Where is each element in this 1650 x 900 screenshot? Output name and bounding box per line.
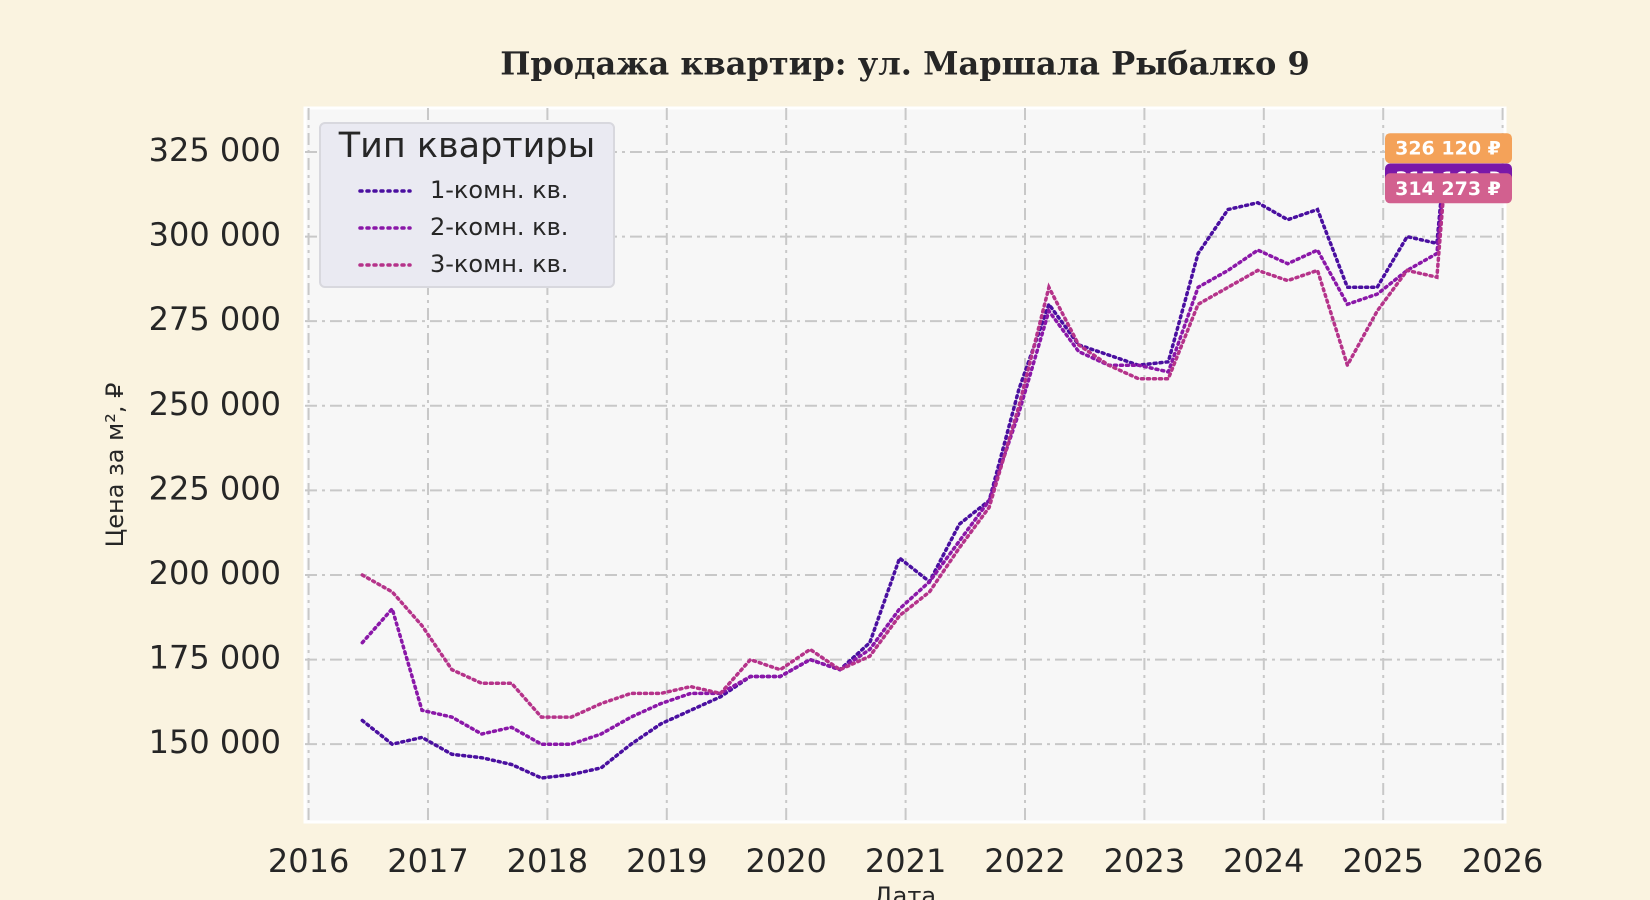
- x-tick-label: 2021: [865, 842, 946, 880]
- y-tick-label: 175 000: [149, 639, 281, 677]
- y-tick-label: 200 000: [149, 554, 281, 592]
- y-tick-label: 275 000: [149, 300, 281, 338]
- y-tick-label: 250 000: [149, 385, 281, 423]
- y-tick-label: 150 000: [149, 723, 281, 761]
- y-tick-label: 325 000: [149, 131, 281, 169]
- x-tick-label: 2017: [387, 842, 468, 880]
- legend-label: 3-комн. кв.: [430, 250, 568, 278]
- annotation-label: 314 273 ₽: [1395, 178, 1501, 200]
- legend-title: Тип квартиры: [338, 126, 596, 166]
- x-tick-label: 2019: [626, 842, 707, 880]
- annotation-box: [1385, 133, 1512, 164]
- annotation-box: [1385, 173, 1512, 204]
- x-tick-label: 2018: [507, 842, 588, 880]
- x-tick-label: 2025: [1342, 842, 1423, 880]
- y-tick-label: 300 000: [149, 216, 281, 254]
- x-tick-label: 2023: [1104, 842, 1185, 880]
- y-tick-label: 225 000: [149, 469, 281, 507]
- x-tick-label: 2026: [1462, 842, 1543, 880]
- chart-title: Продажа квартир: ул. Маршала Рыбалко 9: [500, 45, 1310, 83]
- x-tick-label: 2016: [268, 842, 349, 880]
- x-axis-label: Дата: [874, 882, 936, 900]
- series-line: [360, 200, 1445, 719]
- x-tick-label: 2022: [984, 842, 1065, 880]
- legend-label: 2-комн. кв.: [430, 213, 568, 241]
- legend-box: [319, 122, 615, 288]
- x-tick-label: 2020: [745, 842, 826, 880]
- series-line: [360, 187, 1445, 746]
- x-tick-label: 2024: [1223, 842, 1304, 880]
- legend-label: 1-комн. кв.: [430, 176, 568, 204]
- series-line: [360, 177, 1445, 780]
- y-axis-label: Цена за м², ₽: [101, 383, 129, 548]
- annotation-label: 326 120 ₽: [1395, 138, 1501, 160]
